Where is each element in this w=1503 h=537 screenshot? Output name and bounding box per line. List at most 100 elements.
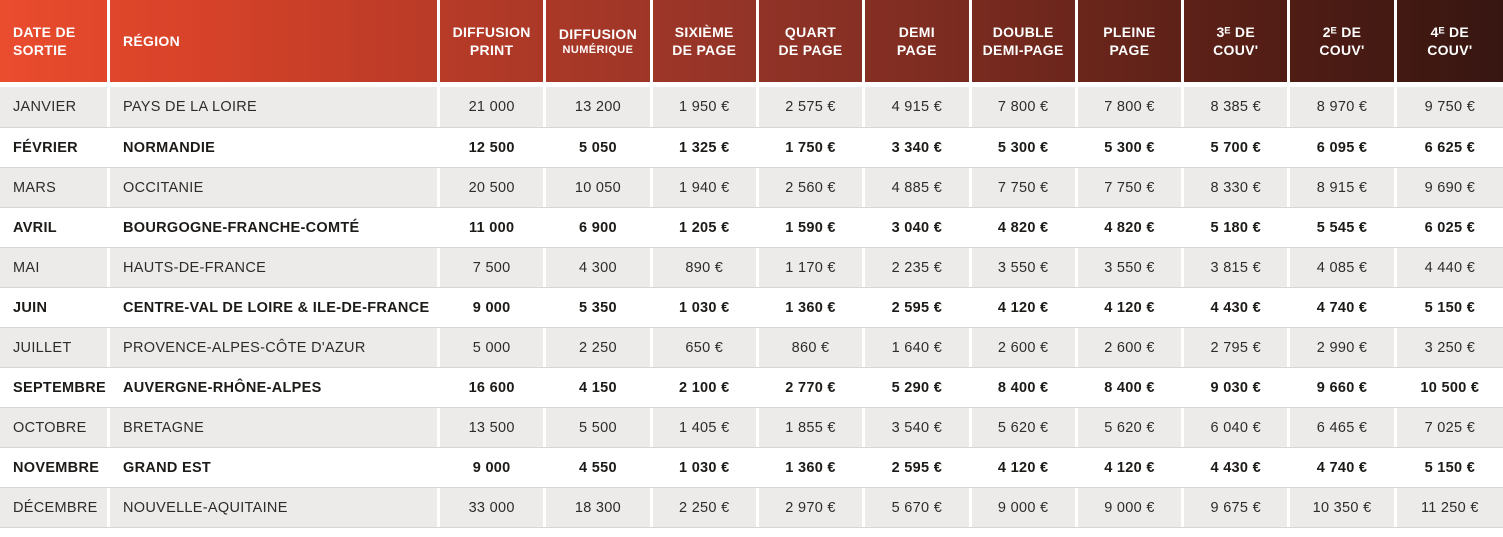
value-cell-pleine-page: 2 600 €	[1078, 328, 1185, 367]
value-cell-2e-de-couv: 9 660 €	[1290, 368, 1397, 407]
value-cell-sixieme-de-page: 2 250 €	[653, 488, 759, 527]
value-cell-3e-de-couv: 9 030 €	[1184, 368, 1291, 407]
column-header-line1: PLEINE	[1103, 23, 1156, 40]
value-cell-pleine-page: 7 750 €	[1078, 168, 1185, 207]
value-cell-diffusion-print: 9 000	[440, 448, 547, 487]
region-cell: NOUVELLE-AQUITAINE	[110, 488, 440, 527]
value-cell-demi-page: 5 290 €	[865, 368, 972, 407]
value-cell-3e-de-couv: 2 795 €	[1184, 328, 1291, 367]
table-row: JUILLET PROVENCE-ALPES-CÔTE D'AZUR 5 000 2 …	[0, 327, 1503, 367]
column-header-line2: DE PAGE	[778, 42, 843, 58]
region-cell: OCCITANIE	[110, 168, 440, 207]
value-cell-double-demi-page: 4 120 €	[972, 288, 1078, 327]
value-cell-4e-de-couv: 3 250 €	[1424, 339, 1476, 356]
value-cell-sixieme-de-page: 1 030 €	[653, 448, 759, 487]
value-cell-2e-de-couv: 5 545 €	[1290, 208, 1397, 247]
value-cell-quart-de-page: 1 170 €	[759, 248, 866, 287]
value-cell-double-demi-page: 5 300 €	[972, 128, 1078, 167]
value-cell-demi-page: 5 670 €	[865, 488, 972, 527]
region-cell: GRAND EST	[110, 448, 440, 487]
value-cell-4e-de-couv: 7 025 €	[1424, 419, 1476, 436]
month-cell: DÉCEMBRE	[0, 488, 110, 527]
column-header-line1: 2ᴱ DE	[1322, 23, 1362, 40]
month-cell: MAI	[0, 248, 110, 287]
value-cell-sixieme-de-page: 890 €	[653, 248, 759, 287]
column-header-line2: PAGE	[896, 42, 937, 58]
value-cell-double-demi-page: 5 620 €	[972, 408, 1078, 447]
column-header-3e-de-couv: 3ᴱ DE COUV'	[1184, 0, 1291, 82]
column-header-line2: COUV'	[1319, 42, 1365, 58]
value-cell-sixieme-de-page: 1 940 €	[653, 168, 759, 207]
table-header-row: DATE DE SORTIE RÉGION DIFFUSION PRINT DIFFUSI…	[0, 0, 1503, 82]
value-cell-3e-de-couv: 6 040 €	[1184, 408, 1291, 447]
value-cell-sixieme-de-page: 1 030 €	[653, 288, 759, 327]
value-cell-diffusion-numerique: 4 550	[546, 448, 653, 487]
value-cell-quart-de-page: 1 590 €	[759, 208, 866, 247]
value-cell-diffusion-print: 16 600	[440, 368, 547, 407]
value-cell-double-demi-page: 7 800 €	[972, 87, 1078, 127]
table-row: NOVEMBRE GRAND EST 9 000 4 550 1 030 €1 360 …	[0, 447, 1503, 487]
value-cell-quart-de-page: 1 855 €	[759, 408, 866, 447]
value-cell-3e-de-couv: 4 430 €	[1184, 288, 1291, 327]
value-cell-2e-de-couv: 4 740 €	[1290, 448, 1397, 487]
table-row: MAI HAUTS-DE-FRANCE 7 500 4 300 890 €1 170 €…	[0, 247, 1503, 287]
column-header-line2: DE PAGE	[672, 42, 737, 58]
value-cell-pleine-page: 5 620 €	[1078, 408, 1185, 447]
value-cell-diffusion-numerique: 5 500	[546, 408, 653, 447]
value-cell-demi-page: 2 595 €	[865, 448, 972, 487]
value-cell-4e-de-couv: 11 250 €	[1420, 499, 1479, 516]
column-header-region: RÉGION	[110, 0, 440, 82]
month-cell: FÉVRIER	[0, 128, 110, 167]
column-header-line1: DOUBLE	[992, 23, 1054, 40]
value-cell-diffusion-numerique: 4 300	[546, 248, 653, 287]
value-cell-3e-de-couv: 9 675 €	[1184, 488, 1291, 527]
column-header-date-de-sortie: DATE DE SORTIE	[0, 0, 110, 82]
value-cell-demi-page: 4 915 €	[865, 87, 972, 127]
column-header-line1: 3ᴱ DE	[1216, 23, 1255, 40]
value-cell-diffusion-print: 5 000	[440, 328, 547, 367]
value-cell-double-demi-page: 4 120 €	[972, 448, 1078, 487]
value-cell-sixieme-de-page: 2 100 €	[653, 368, 759, 407]
column-header-quart-de-page: QUART DE PAGE	[759, 0, 866, 82]
value-cell-4e-de-couv: 5 150 €	[1424, 459, 1476, 476]
region-cell: HAUTS-DE-FRANCE	[110, 248, 440, 287]
month-cell: JUIN	[0, 288, 110, 327]
value-cell-double-demi-page: 3 550 €	[972, 248, 1078, 287]
table-row: SEPTEMBRE AUVERGNE-RHÔNE-ALPES 16 600 4 150…	[0, 367, 1503, 407]
value-cell-sixieme-de-page: 1 325 €	[653, 128, 759, 167]
month-cell: NOVEMBRE	[0, 448, 110, 487]
column-header-line2: COUV'	[1427, 42, 1473, 58]
column-header-line2: SORTIE	[13, 42, 67, 58]
column-header-line1: DEMI	[898, 23, 935, 40]
column-header-pleine-page: PLEINE PAGE	[1078, 0, 1185, 82]
value-cell-diffusion-numerique: 10 050	[546, 168, 653, 207]
column-header-line1: RÉGION	[123, 32, 181, 49]
column-header-line1: DIFFUSION	[558, 25, 638, 42]
region-cell: CENTRE-VAL DE LOIRE & ILE-DE-FRANCE	[110, 288, 440, 327]
value-cell-4e-de-couv: 6 025 €	[1424, 219, 1476, 236]
month-cell: JUILLET	[0, 328, 110, 367]
column-header-line2: PAGE	[1109, 42, 1150, 58]
value-cell-2e-de-couv: 6 095 €	[1290, 128, 1397, 167]
value-cell-2e-de-couv: 10 350 €	[1290, 488, 1397, 527]
value-cell-diffusion-print: 11 000	[440, 208, 547, 247]
value-cell-quart-de-page: 2 970 €	[759, 488, 866, 527]
column-header-diffusion-numerique: DIFFUSION NUMÉRIQUE	[546, 0, 653, 82]
value-cell-2e-de-couv: 2 990 €	[1290, 328, 1397, 367]
column-header-line2: DEMI-PAGE	[982, 42, 1064, 58]
table-row: MARS OCCITANIE 20 500 10 050 1 940 €2 560 €4…	[0, 167, 1503, 207]
value-cell-3e-de-couv: 8 330 €	[1184, 168, 1291, 207]
column-header-line1: DIFFUSION	[452, 23, 531, 40]
region-cell: NORMANDIE	[110, 128, 440, 167]
value-cell-demi-page: 3 540 €	[865, 408, 972, 447]
column-header-2e-de-couv: 2ᴱ DE COUV'	[1290, 0, 1397, 82]
table-row: AVRIL BOURGOGNE-FRANCHE-COMTÉ 11 000 6 900 1…	[0, 207, 1503, 247]
month-cell: SEPTEMBRE	[0, 368, 110, 407]
table-body: JANVIER PAYS DE LA LOIRE 21 000 13 200 1 950…	[0, 87, 1503, 528]
value-cell-demi-page: 2 595 €	[865, 288, 972, 327]
value-cell-sixieme-de-page: 650 €	[653, 328, 759, 367]
value-cell-quart-de-page: 1 360 €	[759, 448, 866, 487]
value-cell-3e-de-couv: 5 180 €	[1184, 208, 1291, 247]
value-cell-quart-de-page: 2 575 €	[759, 87, 866, 127]
value-cell-diffusion-print: 7 500	[440, 248, 547, 287]
